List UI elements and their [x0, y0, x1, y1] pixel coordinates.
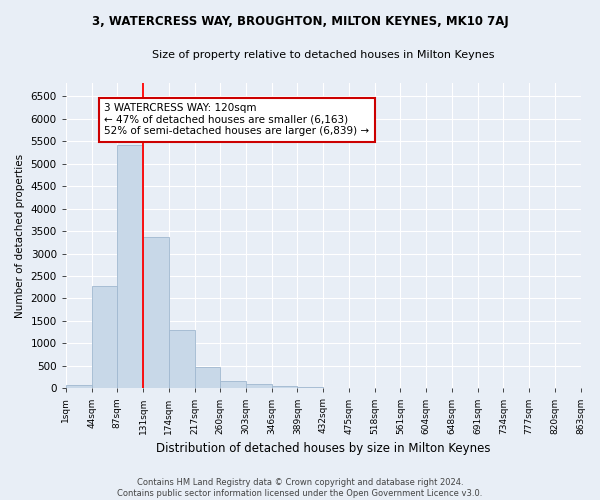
Bar	[246, 384, 272, 388]
Bar	[92, 286, 118, 388]
Bar	[143, 236, 169, 388]
Text: Contains HM Land Registry data © Crown copyright and database right 2024.
Contai: Contains HM Land Registry data © Crown c…	[118, 478, 482, 498]
Bar	[194, 366, 220, 388]
Bar	[220, 380, 246, 388]
X-axis label: Distribution of detached houses by size in Milton Keynes: Distribution of detached houses by size …	[156, 442, 490, 455]
Bar	[66, 385, 92, 388]
Bar	[272, 386, 298, 388]
Text: 3, WATERCRESS WAY, BROUGHTON, MILTON KEYNES, MK10 7AJ: 3, WATERCRESS WAY, BROUGHTON, MILTON KEY…	[92, 15, 508, 28]
Bar	[298, 387, 323, 388]
Title: Size of property relative to detached houses in Milton Keynes: Size of property relative to detached ho…	[152, 50, 494, 60]
Bar	[118, 145, 143, 388]
Y-axis label: Number of detached properties: Number of detached properties	[15, 154, 25, 318]
Bar	[169, 330, 194, 388]
Text: 3 WATERCRESS WAY: 120sqm
← 47% of detached houses are smaller (6,163)
52% of sem: 3 WATERCRESS WAY: 120sqm ← 47% of detach…	[104, 103, 370, 136]
